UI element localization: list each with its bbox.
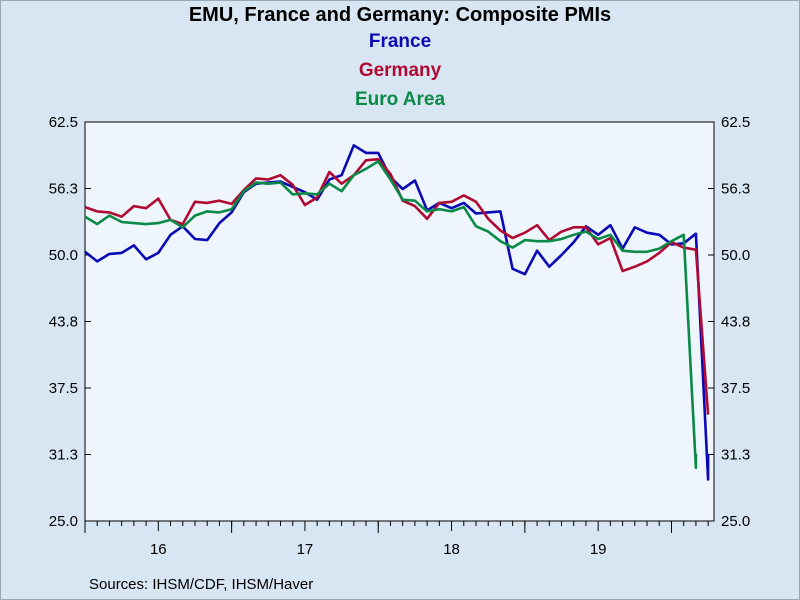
x-tick-label: 16: [150, 541, 167, 558]
y-tick-label-left: 37.5: [49, 380, 78, 397]
y-tick-label-left: 56.3: [49, 181, 78, 198]
x-tick-label: 18: [443, 541, 460, 558]
series-line-euro-area: [84, 160, 698, 470]
y-tick-label-right: 56.3: [721, 181, 750, 198]
x-tick-label: 19: [590, 541, 607, 558]
y-tick-label-left: 25.0: [49, 513, 78, 530]
legend-entry-germany: Germany: [358, 60, 442, 81]
y-tick-label-right: 43.8: [721, 314, 750, 331]
source-note: Sources: IHSM/CDF, IHSM/Haver: [89, 576, 314, 593]
y-tick-label-left: 50.0: [49, 247, 78, 264]
chart-header: EMU, France and Germany: Composite PMIs …: [0, 3, 800, 114]
y-tick-label-right: 25.0: [721, 513, 750, 530]
legend-entry-france: France: [368, 31, 432, 52]
y-tick-label-left: 31.3: [49, 447, 78, 464]
plot-area: [84, 121, 715, 522]
y-tick-label-left: 43.8: [49, 314, 78, 331]
y-tick-label-left: 62.5: [49, 114, 78, 131]
legend-entry-euro-area: Euro Area: [354, 89, 446, 110]
series-line-france: [84, 144, 710, 481]
y-tick-label-right: 50.0: [721, 247, 750, 264]
x-tick-label: 17: [297, 541, 314, 558]
y-tick-label-right: 31.3: [721, 447, 750, 464]
chart-title: EMU, France and Germany: Composite PMIs: [188, 4, 612, 26]
y-tick-label-right: 37.5: [721, 380, 750, 397]
y-tick-label-right: 62.5: [721, 114, 750, 131]
